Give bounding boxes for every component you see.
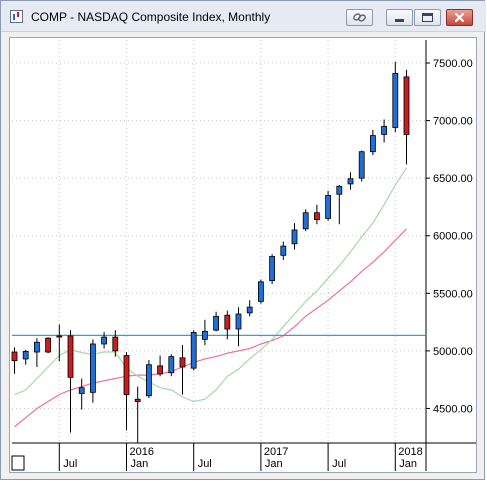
minimize-button[interactable] [386, 9, 413, 26]
year-label: 2018 [398, 446, 422, 458]
candle-body [145, 364, 152, 397]
link-icon [353, 13, 366, 22]
candle-body [358, 151, 365, 179]
candle-body [269, 256, 276, 282]
close-icon [454, 12, 465, 23]
x-tick-label: Jul [63, 458, 77, 470]
candle-body [201, 330, 208, 340]
candle-body [101, 336, 107, 345]
y-tick-label: 5000.00 [433, 346, 473, 358]
y-tick-label: 4500.00 [433, 403, 473, 415]
candle-body [325, 195, 332, 219]
candle-body [280, 245, 287, 256]
y-tick-label: 6000.00 [433, 231, 473, 243]
x-scroll-box [11, 455, 25, 471]
window-title: COMP - NASDAQ Composite Index, Monthly [31, 10, 271, 24]
candle-body [302, 212, 309, 230]
candle-body [224, 314, 231, 330]
x-tick-label: Jan [131, 458, 149, 470]
candle-body [112, 336, 119, 352]
year-label: 2017 [264, 446, 288, 458]
candle-body [179, 357, 186, 368]
link-button[interactable] [346, 9, 373, 26]
candle-body [157, 365, 164, 375]
candle-body [347, 178, 354, 185]
candle-body [90, 343, 96, 393]
candle-body [291, 229, 298, 245]
candle-body [45, 337, 51, 353]
candle-body [11, 351, 18, 362]
candle-body [168, 356, 175, 374]
x-tick-label: Jul [332, 458, 346, 470]
candle-body [56, 335, 63, 338]
x-tick-label: Jan [265, 458, 283, 470]
year-label: 2016 [130, 446, 154, 458]
candle-body [190, 332, 197, 369]
chart-app-icon [10, 10, 23, 23]
x-tick-label: Jul [198, 458, 212, 470]
candle-body [246, 306, 253, 314]
candle-body [257, 281, 264, 302]
chart-area[interactable]: 4500.00 5000.00 5500.00 6000.00 6500.00 7000.… [9, 37, 477, 473]
candle-body [22, 351, 29, 360]
y-tick-label: 7000.00 [433, 116, 473, 128]
minimize-icon [395, 19, 404, 22]
candle-body [235, 313, 242, 330]
candle-body [213, 315, 220, 331]
y-tick-label: 6500.00 [433, 173, 473, 185]
maximize-button[interactable] [414, 9, 441, 26]
candlestick-chart[interactable]: 4500.00 5000.00 5500.00 6000.00 6500.00 7000.… [10, 38, 476, 472]
candle-body [123, 355, 130, 396]
y-tick-label: 5500.00 [433, 288, 473, 300]
candle-body [78, 387, 85, 394]
candle-body [381, 125, 388, 135]
ma-fast-line [14, 167, 408, 403]
candle-body [134, 398, 141, 402]
candle-body [336, 185, 343, 195]
title-bar[interactable]: COMP - NASDAQ Composite Index, Monthly [1, 1, 486, 32]
close-button[interactable] [446, 9, 473, 26]
candle-body [67, 335, 74, 378]
y-tick-label: 7500.00 [433, 58, 473, 70]
candle-body [369, 135, 376, 153]
maximize-icon [422, 13, 433, 22]
candle-body [313, 212, 320, 221]
ma-slow-line [14, 228, 407, 428]
candle-body [33, 341, 40, 353]
candle-body [392, 72, 399, 128]
candle-body [403, 76, 410, 135]
x-tick-label: Jan [399, 458, 417, 470]
